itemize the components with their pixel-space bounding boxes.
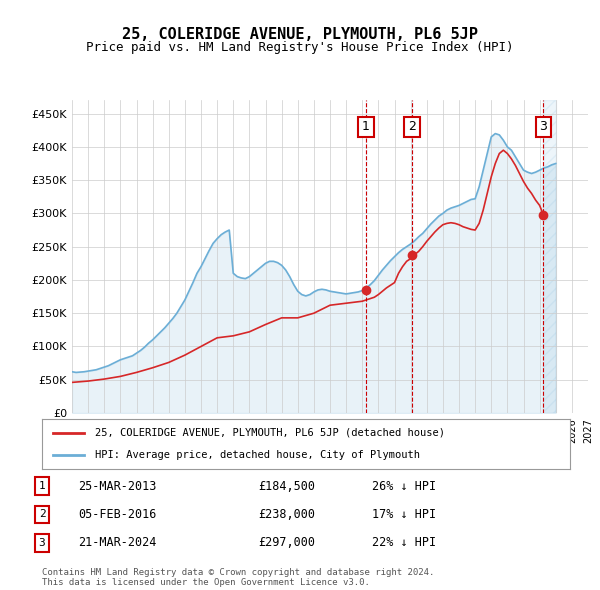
- Bar: [411, 100, 413, 413]
- Text: 05-FEB-2016: 05-FEB-2016: [78, 508, 157, 521]
- Text: 22% ↓ HPI: 22% ↓ HPI: [372, 536, 436, 549]
- Text: £238,000: £238,000: [258, 508, 315, 521]
- Text: 25-MAR-2013: 25-MAR-2013: [78, 480, 157, 493]
- Text: £297,000: £297,000: [258, 536, 315, 549]
- Text: 1: 1: [362, 120, 370, 133]
- Text: 25, COLERIDGE AVENUE, PLYMOUTH, PL6 5JP: 25, COLERIDGE AVENUE, PLYMOUTH, PL6 5JP: [122, 27, 478, 41]
- Text: 26% ↓ HPI: 26% ↓ HPI: [372, 480, 436, 493]
- Text: HPI: Average price, detached house, City of Plymouth: HPI: Average price, detached house, City…: [95, 450, 420, 460]
- Bar: [542, 100, 544, 413]
- Bar: [544, 100, 556, 413]
- Text: Price paid vs. HM Land Registry's House Price Index (HPI): Price paid vs. HM Land Registry's House …: [86, 41, 514, 54]
- Text: 3: 3: [38, 538, 46, 548]
- Text: 17% ↓ HPI: 17% ↓ HPI: [372, 508, 436, 521]
- Text: 2: 2: [38, 510, 46, 519]
- Text: £184,500: £184,500: [258, 480, 315, 493]
- Text: Contains HM Land Registry data © Crown copyright and database right 2024.
This d: Contains HM Land Registry data © Crown c…: [42, 568, 434, 587]
- Text: 1: 1: [38, 481, 46, 491]
- Text: 21-MAR-2024: 21-MAR-2024: [78, 536, 157, 549]
- Text: 2: 2: [408, 120, 416, 133]
- Text: 25, COLERIDGE AVENUE, PLYMOUTH, PL6 5JP (detached house): 25, COLERIDGE AVENUE, PLYMOUTH, PL6 5JP …: [95, 428, 445, 438]
- Text: 3: 3: [539, 120, 547, 133]
- Bar: [365, 100, 367, 413]
